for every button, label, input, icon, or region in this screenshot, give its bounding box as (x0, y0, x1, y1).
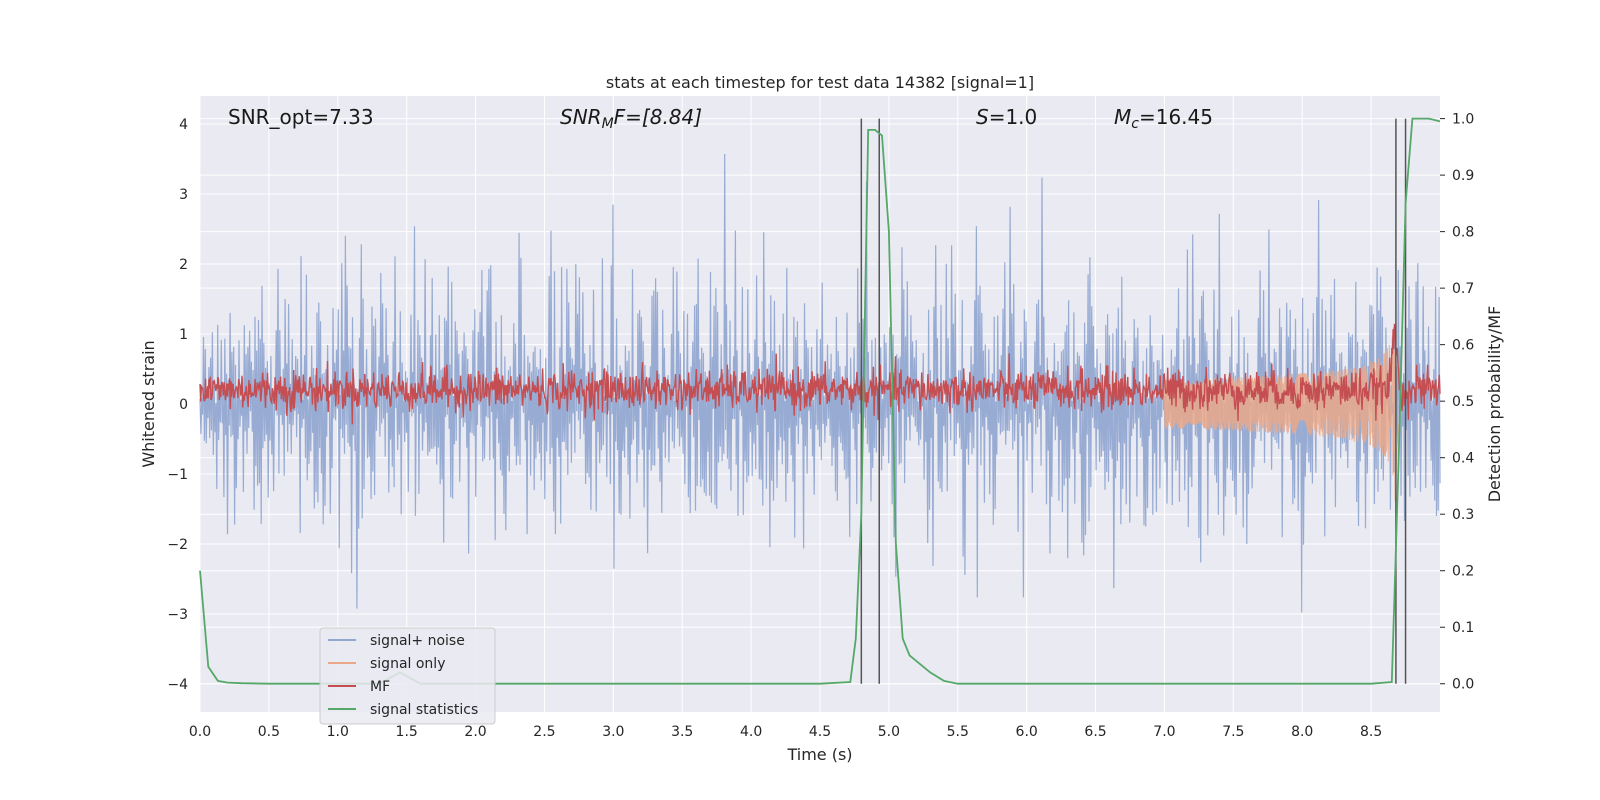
x-tick-label: 1.0 (327, 724, 349, 740)
x-tick-label: 8.5 (1360, 724, 1382, 740)
y-left-tick-label: −3 (167, 607, 188, 623)
y-left-tick-label: 1 (179, 327, 188, 343)
y-right-tick-label: 0.4 (1452, 451, 1474, 467)
y-right-tick-label: 0.0 (1452, 677, 1474, 693)
y-right-tick-label: 0.6 (1452, 338, 1474, 354)
y-axis-right-ticks: 0.0 0.1 0.2 0.3 0.4 0.5 0.6 0.7 0.8 0.9 1.0 (1440, 112, 1474, 693)
annotation-snr-opt: SNR_opt=7.33 (228, 105, 374, 129)
chart-title: stats at each timestep for test data 143… (606, 73, 1034, 92)
annotation-mc-rest: =16.45 (1139, 105, 1213, 129)
y-right-tick-label: 0.3 (1452, 507, 1474, 523)
x-tick-label: 3.0 (602, 724, 624, 740)
y-right-tick-label: 0.5 (1452, 394, 1474, 410)
y-axis-left-ticks: −4 −3 −2 −1 0 1 2 3 4 (167, 117, 188, 693)
y-left-tick-label: 3 (179, 187, 188, 203)
annotation-snr-mf-rest: F=[8.84] (614, 105, 702, 129)
legend-label-signal-noise: signal+ noise (370, 633, 465, 649)
y-left-tick-label: 4 (179, 117, 188, 133)
x-tick-label: 7.5 (1222, 724, 1244, 740)
y-axis-left-label: Whitened strain (139, 340, 158, 467)
legend-label-signal-statistics: signal statistics (370, 702, 478, 718)
vertical-markers (860, 118, 1407, 684)
y-right-tick-label: 1.0 (1452, 112, 1474, 128)
annotation-s-main: S (976, 105, 989, 129)
annotation-mc-sub: c (1131, 116, 1139, 132)
annotation-s: S=1.0 (976, 105, 1037, 129)
x-tick-label: 6.0 (1016, 724, 1038, 740)
y-right-tick-label: 0.9 (1452, 168, 1474, 184)
x-tick-label: 8.0 (1291, 724, 1313, 740)
legend: signal+ noise signal only MF signal stat… (319, 627, 496, 725)
y-left-tick-label: 0 (179, 397, 188, 413)
y-right-tick-label: 0.8 (1452, 225, 1474, 241)
x-axis-label: Time (s) (786, 745, 852, 764)
y-left-tick-label: 2 (179, 257, 188, 273)
series-mf (199, 323, 1441, 425)
y-left-tick-label: −4 (167, 677, 188, 693)
annotation-snr-mf-main: SNR (560, 105, 602, 129)
y-axis-right-label: Detection probability/MF (1485, 306, 1504, 503)
legend-label-mf: MF (370, 679, 390, 695)
y-left-tick-label: −2 (167, 537, 188, 553)
annotation-s-rest: =1.0 (989, 105, 1038, 129)
y-right-tick-label: 0.1 (1452, 620, 1474, 636)
annotation-snr-mf: SNRMF=[8.84] (560, 105, 702, 132)
y-right-tick-label: 0.2 (1452, 564, 1474, 580)
x-tick-label: 0.5 (258, 724, 280, 740)
x-tick-label: 1.5 (396, 724, 418, 740)
mf-line (199, 323, 1441, 425)
legend-box (319, 627, 496, 725)
x-tick-label: 5.0 (878, 724, 900, 740)
x-tick-label: 7.0 (1153, 724, 1175, 740)
annotation-mc: Mc=16.45 (1114, 105, 1213, 132)
y-left-tick-label: −1 (167, 467, 188, 483)
x-tick-label: 3.5 (671, 724, 693, 740)
x-tick-label: 4.5 (809, 724, 831, 740)
x-tick-label: 2.0 (464, 724, 486, 740)
x-tick-label: 6.5 (1084, 724, 1106, 740)
x-tick-label: 2.5 (533, 724, 555, 740)
annotation-snr-mf-sub: M (602, 116, 614, 132)
legend-label-signal-only: signal only (370, 656, 445, 672)
x-tick-label: 4.0 (740, 724, 762, 740)
x-axis-ticks: 0.0 0.5 1.0 1.5 2.0 2.5 3.0 3.5 4.0 4.5 5.0 5.5 6.0 6… (189, 724, 1382, 740)
x-tick-label: 5.5 (947, 724, 969, 740)
x-tick-label: 0.0 (189, 724, 211, 740)
y-right-tick-label: 0.7 (1452, 281, 1474, 297)
annotation-mc-main: M (1114, 105, 1131, 129)
